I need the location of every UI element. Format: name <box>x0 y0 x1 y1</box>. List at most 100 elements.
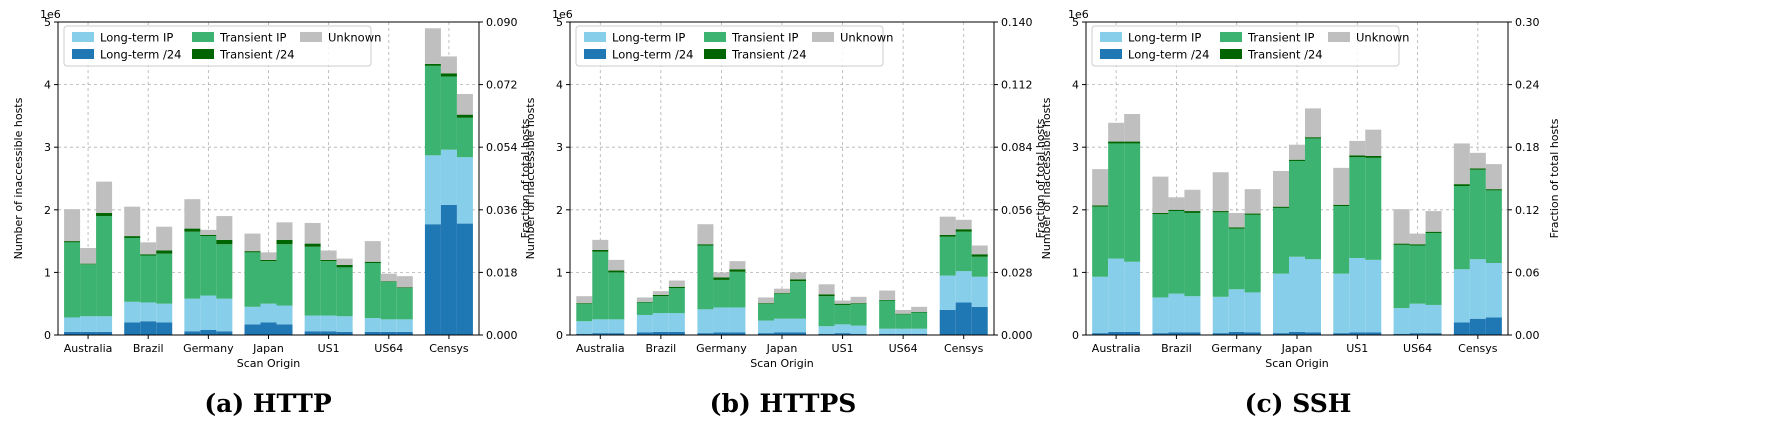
bar-segment-unknown <box>1453 143 1470 185</box>
bar-segment-unknown <box>140 242 157 255</box>
bar-segment-transient-24 <box>184 228 201 232</box>
bar-segment-unknown <box>396 276 413 288</box>
bar-segment-long-term-24 <box>895 333 912 335</box>
bar-segment-long-term-ip <box>1228 289 1245 332</box>
bar-segment-transient-ip <box>156 253 173 304</box>
bar-segment-unknown <box>1184 189 1201 212</box>
bar-segment-unknown <box>939 216 956 235</box>
bar-segment-long-term-24 <box>380 331 397 335</box>
bar-segment-unknown <box>790 272 806 280</box>
bar-segment-unknown <box>834 300 851 304</box>
bar-segment-transient-24 <box>200 234 217 237</box>
bar-segment-unknown <box>879 290 896 300</box>
bar-segment-transient-24 <box>1168 209 1185 212</box>
bar-segment-long-term-24 <box>834 333 851 335</box>
bar-segment-long-term-ip <box>1152 297 1169 334</box>
bar-segment-transient-24 <box>576 303 593 304</box>
x-tick-label: US1 <box>1346 342 1368 355</box>
legend-swatch-transient-ip <box>1220 32 1242 42</box>
x-tick-label: US64 <box>1403 342 1432 355</box>
bar-segment-long-term-ip <box>971 276 988 307</box>
bar-segment-transient-24 <box>1469 168 1486 170</box>
bar-segment-unknown <box>124 206 141 237</box>
bar-segment-transient-ip <box>336 267 353 317</box>
bar-segment-long-term-24 <box>939 309 956 335</box>
y-tick-label: 4 <box>556 79 563 92</box>
bar-segment-long-term-ip <box>1184 296 1201 333</box>
bar-segment-long-term-ip <box>939 275 956 310</box>
legend-label-long-term-ip: Long-term IP <box>100 31 173 45</box>
bar-segment-unknown <box>758 297 774 304</box>
bar-segment-long-term-ip <box>1453 269 1470 323</box>
bar-segment-transient-ip <box>1453 186 1470 270</box>
x-tick-label: Japan <box>252 342 284 355</box>
bar-segment-transient-24 <box>276 239 293 245</box>
bar-segment-transient-24 <box>304 243 321 247</box>
bar-segment-transient-ip <box>576 303 593 322</box>
bar-segment-long-term-24 <box>200 329 217 335</box>
bar-segment-unknown <box>440 56 457 74</box>
bar-segment-transient-ip <box>216 244 233 299</box>
legend-label-long-term-ip: Long-term IP <box>1128 31 1201 45</box>
bar-segment-long-term-ip <box>216 298 233 332</box>
bar-segment-long-term-ip <box>364 318 381 332</box>
bar-segment-transient-ip <box>276 244 293 306</box>
bar-segment-long-term-24 <box>1453 322 1470 335</box>
bar-segment-long-term-ip <box>1425 304 1442 334</box>
bar-segment-unknown <box>608 259 625 271</box>
bar-segment-transient-24 <box>608 270 625 273</box>
y-tick-label: 1 <box>1072 266 1079 279</box>
bar-segment-transient-24 <box>1108 141 1125 144</box>
bar-segment-unknown <box>1273 170 1289 207</box>
bar-segment-unknown <box>850 296 867 304</box>
bar-segment-transient-24 <box>124 236 141 238</box>
bar-segment-long-term-ip <box>1092 276 1109 334</box>
legend-swatch-transient-24 <box>704 49 726 59</box>
bar-segment-long-term-24 <box>440 204 457 335</box>
bar-segment-transient-24 <box>636 301 653 303</box>
bar-segment-transient-ip <box>697 245 714 310</box>
bar-segment-long-term-24 <box>652 331 669 335</box>
bar-segment-transient-ip <box>124 237 141 302</box>
bar-segment-long-term-ip <box>729 307 746 333</box>
bar-segment-long-term-24 <box>396 331 413 335</box>
bar-segment-long-term-ip <box>576 321 593 334</box>
bar-segment-long-term-ip <box>592 319 609 334</box>
bar-segment-unknown <box>895 309 912 314</box>
y-tick-label: 0 <box>44 329 51 342</box>
bar-segment-unknown <box>592 239 609 250</box>
legend-label-long-term-24: Long-term /24 <box>1128 48 1209 62</box>
bar-segment-transient-ip <box>1108 143 1125 259</box>
legend-swatch-transient-24 <box>192 49 214 59</box>
bar-segment-transient-ip <box>668 288 685 314</box>
bar-segment-transient-24 <box>1409 244 1426 246</box>
bar-segment-long-term-24 <box>592 333 609 335</box>
legend-label-transient-24: Transient /24 <box>731 48 807 62</box>
bar-segment-transient-24 <box>1152 212 1169 215</box>
y-right-tick-label: 0.12 <box>1515 204 1540 217</box>
bar-segment-long-term-24 <box>1108 331 1125 335</box>
bar-segment-unknown <box>260 252 277 260</box>
bar-segment-long-term-24 <box>1425 333 1442 335</box>
bar-segment-long-term-ip <box>713 307 730 333</box>
bar-segment-long-term-ip <box>652 313 669 332</box>
bar-segment-transient-ip <box>608 272 625 320</box>
y-multiplier: 1e6 <box>40 8 61 21</box>
bar-segment-transient-24 <box>818 294 835 297</box>
bar-segment-unknown <box>184 199 201 229</box>
bar-segment-transient-ip <box>1469 169 1486 260</box>
bar-segment-transient-ip <box>380 281 397 320</box>
y-right-tick-label: 0.112 <box>1001 79 1033 92</box>
x-tick-label: Australia <box>64 342 113 355</box>
bar-segment-unknown <box>244 233 261 252</box>
bar-segment-long-term-ip <box>1212 296 1229 334</box>
bar-segment-unknown <box>1289 144 1305 160</box>
bar-segment-long-term-ip <box>96 316 113 332</box>
bar-segment-unknown <box>1333 167 1350 205</box>
bar-segment-long-term-ip <box>818 326 835 334</box>
bar-segment-transient-24 <box>80 263 97 265</box>
bar-segment-transient-ip <box>729 271 746 308</box>
x-tick-label: Australia <box>576 342 625 355</box>
bar-segment-unknown <box>1244 189 1261 214</box>
bar-segment-unknown <box>1168 197 1185 210</box>
